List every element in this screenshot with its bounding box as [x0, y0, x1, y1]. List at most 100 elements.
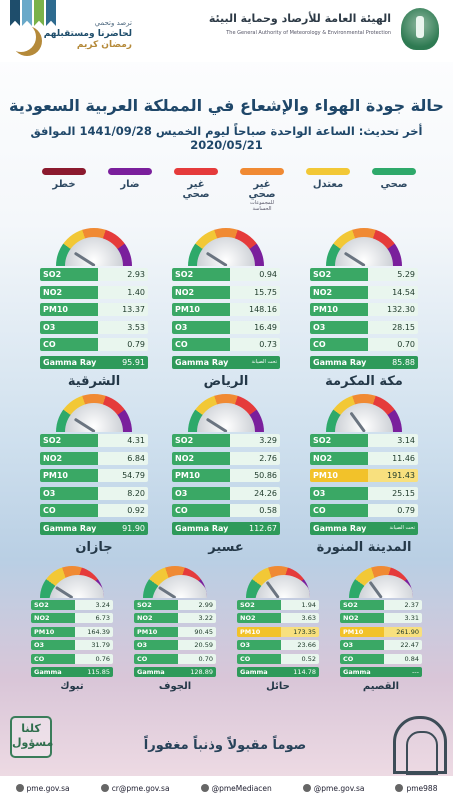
- pollutant-value: 115.85: [75, 666, 113, 677]
- gauge-needle: [157, 586, 176, 598]
- pollutant-value: تحت الصيانة: [368, 521, 418, 535]
- pollutant-name: NO2: [310, 285, 369, 299]
- pollutant-name: CO: [237, 653, 282, 664]
- legend-item: صحي: [372, 168, 416, 190]
- measurements-table: SO2 2.93 NO2 1.40 PM10 13.37 O3 3.53 CO 0.79 Gamma…: [40, 268, 148, 373]
- pollutant-value: 2.76: [230, 451, 280, 465]
- pollutant-value: 0.70: [368, 338, 418, 351]
- pollutant-value: 2.93: [98, 268, 148, 281]
- measurement-row: Gamma Ray تحت الصيانة: [310, 521, 418, 535]
- pollutant-value: 91.90: [98, 521, 148, 535]
- pollutant-name: NO2: [134, 613, 179, 624]
- pollutant-value: 0.79: [98, 338, 148, 351]
- legend-item: معتدل: [306, 168, 350, 190]
- measurements-table: SO2 4.31 NO2 6.84 PM10 54.79 O3 8.20 CO 0.92 Gamma…: [40, 434, 148, 539]
- pollutant-name: PM10: [134, 626, 179, 637]
- pollutant-value: 15.75: [230, 285, 280, 299]
- legend-item: غير صحي: [174, 168, 218, 200]
- station-city-name: القصيم: [362, 681, 400, 693]
- pollutant-name: PM10: [310, 469, 369, 482]
- measurement-row: CO 0.52: [237, 653, 319, 664]
- measurement-row: PM10 261.90: [340, 626, 422, 637]
- pollutant-value: 173.35: [281, 626, 319, 637]
- aqi-gauge-icon: [40, 566, 104, 598]
- pollutant-value: 22.47: [384, 640, 422, 651]
- kulluna-masool-badge: كلنا مسؤول: [10, 716, 53, 758]
- measurement-row: Gamma Ray 85.88: [310, 355, 418, 369]
- gauge-needle: [265, 581, 280, 598]
- measurement-row: PM10 148.16: [172, 303, 280, 316]
- footer-link[interactable]: pme988: [395, 783, 437, 793]
- legend-swatch: [372, 168, 416, 175]
- pollutant-name: Gamma Ray: [340, 666, 385, 677]
- measurement-row: O3 16.49: [172, 320, 280, 334]
- pollutant-name: SO2: [31, 600, 76, 610]
- measurement-row: Gamma Ray تحت الصيانة: [172, 355, 280, 369]
- snapchat-icon: [395, 783, 404, 792]
- pollutant-name: CO: [310, 504, 369, 517]
- measurement-row: SO2 4.31: [40, 434, 148, 447]
- aqi-gauge-icon: [56, 228, 132, 266]
- measurement-row: CO 0.79: [310, 504, 418, 517]
- pollutant-name: SO2: [172, 268, 231, 281]
- pollutant-value: 13.37: [98, 303, 148, 316]
- pollutant-value: 191.43: [368, 469, 418, 482]
- pollutant-name: CO: [134, 653, 179, 664]
- pollutant-value: 0.92: [98, 504, 148, 517]
- measurement-row: O3 22.47: [340, 640, 422, 651]
- twitter-icon: [302, 783, 311, 792]
- measurement-row: O3 3.53: [40, 320, 148, 334]
- pollutant-name: SO2: [40, 434, 99, 447]
- pollutant-name: NO2: [340, 613, 385, 624]
- pollutant-value: 4.31: [98, 434, 148, 447]
- measurement-row: SO2 0.94: [172, 268, 280, 281]
- pollutant-name: Gamma Ray: [40, 355, 99, 369]
- gauge-needle: [343, 252, 365, 266]
- pollutant-value: 114.78: [281, 666, 319, 677]
- pollutant-name: O3: [310, 320, 369, 334]
- pollutant-name: PM10: [172, 469, 231, 482]
- pollutant-name: O3: [172, 320, 231, 334]
- measurement-row: PM10 132.30: [310, 303, 418, 316]
- pollutant-name: SO2: [340, 600, 385, 610]
- pollutant-value: 3.14: [368, 434, 418, 447]
- pollutant-value: 0.73: [230, 338, 280, 351]
- measurement-row: O3 23.66: [237, 640, 319, 651]
- pollutant-value: 3.22: [178, 613, 216, 624]
- legend-label: غير صحي: [248, 179, 276, 200]
- legend-label: صحي: [380, 179, 408, 190]
- measurement-row: PM10 50.86: [172, 469, 280, 482]
- footer-link[interactable]: @pme.gov.sa: [302, 783, 364, 793]
- footer-links: pme.gov.sa cr@pme.gov.sa @pmeMediacen @pme.…: [0, 776, 453, 800]
- pollutant-name: O3: [310, 486, 369, 500]
- footer-link[interactable]: cr@pme.gov.sa: [100, 783, 170, 793]
- pollutant-value: 0.84: [384, 653, 422, 664]
- measurement-row: SO2 3.14: [310, 434, 418, 447]
- measurement-row: PM10 13.37: [40, 303, 148, 316]
- measurements-table: SO2 3.24 NO2 6.73 PM10 164.39 O3 31.79 CO 0.76 Gam…: [31, 600, 113, 680]
- pollutant-value: 0.58: [230, 504, 280, 517]
- measurement-row: O3 28.15: [310, 320, 418, 334]
- station-city-name: الشرقية: [67, 374, 121, 389]
- pollutant-name: PM10: [237, 626, 282, 637]
- footer-link[interactable]: pme.gov.sa: [15, 783, 70, 793]
- measurements-table: SO2 1.94 NO2 3.63 PM10 173.35 O3 23.66 CO 0.52 Gam…: [237, 600, 319, 680]
- pollutant-name: SO2: [134, 600, 179, 610]
- station-city-name: مكة المكرمة: [325, 374, 403, 389]
- pollutant-name: CO: [40, 338, 99, 351]
- pollutant-value: 2.37: [384, 600, 422, 610]
- aqi-gauge-icon: [326, 228, 402, 266]
- pollutant-name: Gamma Ray: [310, 521, 369, 535]
- gauge-needle: [368, 581, 383, 598]
- footer-link[interactable]: @pmeMediacen: [200, 783, 272, 793]
- pollutant-value: 2.99: [178, 600, 216, 610]
- pollutant-name: CO: [172, 338, 231, 351]
- measurement-row: SO2 2.99: [134, 600, 216, 610]
- measurement-row: NO2 6.84: [40, 451, 148, 465]
- pollutant-value: 3.63: [281, 613, 319, 624]
- pollutant-value: 50.86: [230, 469, 280, 482]
- legend-label: معتدل: [312, 179, 344, 190]
- pollutant-value: 0.94: [230, 268, 280, 281]
- globe-icon: [15, 783, 24, 792]
- pollutant-name: CO: [172, 504, 231, 517]
